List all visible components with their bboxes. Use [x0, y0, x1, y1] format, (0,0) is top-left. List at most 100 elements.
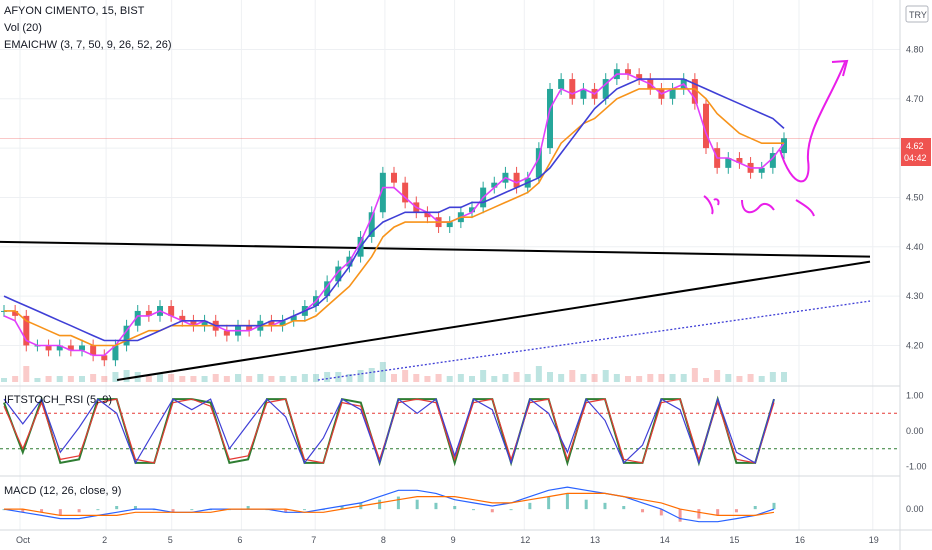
candle-body — [513, 172, 520, 188]
volume-bar — [703, 378, 709, 382]
volume-bar — [658, 374, 665, 382]
volume-bar — [223, 376, 230, 382]
last-price-tag: 4.62 04:42 — [901, 138, 931, 166]
volume-bar — [23, 366, 30, 382]
macd-histogram-bar — [547, 496, 551, 510]
macd-histogram-bar — [302, 509, 306, 511]
trendline — [0, 240, 871, 258]
macd-histogram-bar — [472, 509, 476, 511]
volume-bar — [736, 376, 743, 382]
macd-histogram-bar — [21, 509, 25, 513]
ema-legend[interactable]: EMAICHW (3, 7, 50, 9, 26, 52, 26) — [4, 39, 172, 51]
candle-body — [736, 158, 743, 163]
time-tick-label: 8 — [381, 535, 386, 545]
candle-body — [547, 88, 553, 149]
price-tick-label: 4.70 — [906, 94, 924, 104]
candle-body — [67, 345, 74, 351]
volume-bar — [457, 374, 464, 382]
candle-body — [101, 355, 108, 361]
time-tick-label: 13 — [590, 535, 600, 545]
macd-histogram-bar — [96, 509, 100, 511]
volume-bar — [547, 372, 553, 382]
time-axis[interactable]: Oct 2 5 6 7 8 9 12 13 14 15 16 19 — [16, 535, 879, 545]
price-tick-label: 4.20 — [906, 340, 924, 350]
candle-body — [725, 158, 732, 168]
time-tick-label: 19 — [869, 535, 879, 545]
macd-histogram-bar — [115, 506, 119, 510]
candle-body — [535, 148, 542, 178]
candle-body — [391, 172, 397, 183]
macd-histogram-bar — [565, 493, 569, 510]
volume-bar — [714, 370, 721, 382]
time-tick-label: 15 — [729, 535, 739, 545]
volume-bar — [602, 370, 609, 382]
macd-legend[interactable]: MACD (12, 26, close, 9) — [4, 485, 122, 497]
price-tick-label: 4.80 — [906, 44, 924, 54]
volume-bar — [368, 368, 375, 382]
macd-histogram-bar — [77, 509, 81, 513]
ift-tick-label: 1.00 — [906, 391, 924, 401]
volume-bar — [625, 376, 631, 382]
hand-drawn-annotations[interactable] — [703, 59, 849, 217]
volume-bar — [513, 372, 520, 382]
ift-tick-label: -1.00 — [906, 461, 927, 471]
time-tick-label: 16 — [795, 535, 805, 545]
macd-histogram-bar — [133, 506, 137, 510]
currency-label: TRY — [909, 10, 927, 20]
volume-bar — [301, 374, 308, 382]
volume-bar — [781, 372, 787, 382]
volume-bar — [157, 374, 163, 382]
symbol-legend[interactable]: AFYON CIMENTO, 15, BIST — [4, 5, 145, 17]
price-axis[interactable]: 4.804.704.604.504.404.304.201.000.00-1.0… — [906, 44, 927, 514]
candle-body — [123, 325, 130, 346]
candle-body — [602, 79, 609, 99]
macd-histogram-bar — [678, 509, 682, 522]
ift-tick-label: 0.00 — [906, 426, 924, 436]
annotation-up-arrow — [779, 61, 846, 183]
time-tick-label: 12 — [520, 535, 530, 545]
candle-body — [636, 74, 643, 80]
volume-bar — [535, 366, 542, 382]
time-tick-label: 6 — [237, 535, 242, 545]
time-tick-label: 9 — [451, 535, 456, 545]
volume-legend[interactable]: Vol (20) — [4, 22, 42, 34]
price-candles — [1, 63, 787, 367]
volume-bar — [290, 376, 297, 382]
volume-bar — [346, 374, 353, 382]
currency-badge[interactable]: TRY — [905, 5, 929, 23]
candle-body — [45, 345, 52, 351]
iftstoch-legend[interactable]: IFTSTOCH_RSI (5, 9) — [4, 394, 112, 406]
macd-histogram-bar — [772, 502, 776, 510]
candle-body — [134, 310, 141, 326]
price-grid — [0, 0, 900, 530]
time-tick-label: 5 — [168, 535, 173, 545]
candle-body — [179, 315, 186, 321]
candle-body — [469, 207, 475, 213]
macd-histogram-bar — [490, 509, 494, 513]
volume-bar — [435, 374, 442, 382]
ema-line — [3, 73, 785, 357]
macd-line — [4, 492, 775, 516]
volume-bar — [769, 372, 776, 382]
volume-bar — [201, 376, 208, 382]
volume-bar — [647, 374, 654, 382]
macd-histogram-bar — [190, 509, 194, 511]
volume-bar — [558, 374, 565, 382]
trendlines[interactable] — [0, 240, 871, 381]
macd-histogram-bar — [246, 506, 250, 510]
macd-histogram-bar — [396, 496, 400, 510]
volume-bar — [669, 374, 676, 382]
volume-bar — [613, 374, 620, 382]
macd-histogram-bar — [528, 502, 532, 510]
ema-line — [4, 88, 784, 347]
volume-bar — [580, 374, 587, 382]
candle-body — [703, 103, 709, 149]
candle-body — [669, 88, 676, 99]
ema-lines — [3, 73, 785, 357]
volume-bars — [1, 362, 787, 382]
volume-bar — [424, 376, 431, 382]
volume-bar — [569, 370, 576, 382]
annotation-arrow-head — [831, 59, 849, 77]
time-tick-label: 7 — [311, 535, 316, 545]
